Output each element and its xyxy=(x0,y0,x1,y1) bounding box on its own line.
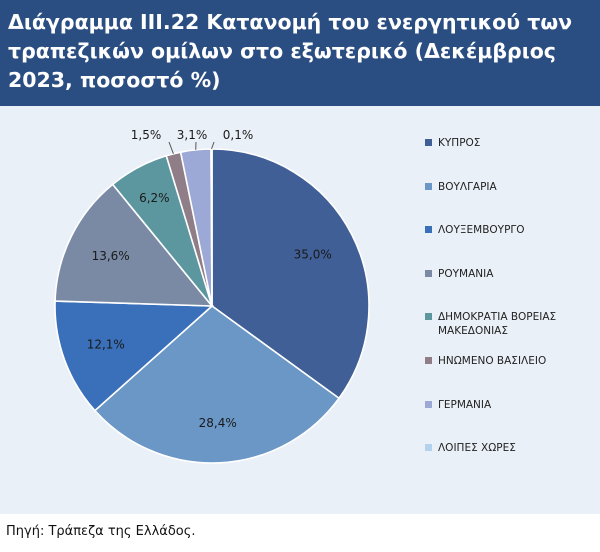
chart-title: Διάγραμμα III.22 Κατανομή του ενεργητικο… xyxy=(8,10,573,92)
legend-swatch xyxy=(425,183,432,190)
legend-swatch xyxy=(425,139,432,146)
legend-label: ΛΟΥΞΕΜΒΟΥΡΓΟ xyxy=(438,224,525,236)
legend-item-4: ΡΟΥΜΑΝΙΑ xyxy=(425,267,588,281)
legend-label: ΚΥΠΡΟΣ xyxy=(438,137,481,149)
pie-slice-4 xyxy=(54,183,214,307)
legend-item-5: ΔΗΜΟΚΡΑΤΙΑ ΒΟΡΕΙΑΣ ΜΑΚΕΔΟΝΙΑΣ xyxy=(425,310,588,338)
leader-line-8 xyxy=(211,141,215,150)
legend-item-1: ΚΥΠΡΟΣ xyxy=(425,136,588,150)
legend-swatch xyxy=(425,444,432,451)
data-label-6: 1,5% xyxy=(131,128,162,142)
data-label-1: 35,0% xyxy=(294,248,332,262)
data-label-4: 13,6% xyxy=(92,249,130,263)
legend-label: ΡΟΥΜΑΝΙΑ xyxy=(438,268,494,280)
chart-header: Διάγραμμα III.22 Κατανομή του ενεργητικο… xyxy=(0,0,600,106)
legend-swatch xyxy=(425,357,432,364)
legend-label: ΗΝΩΜΕΝΟ ΒΑΣΙΛΕΙΟ xyxy=(438,355,547,367)
data-label-8: 0,1% xyxy=(223,128,254,142)
pie-slice-8 xyxy=(210,148,213,307)
pie-slice-1 xyxy=(211,148,370,400)
legend-label: ΓΕΡΜΑΝΙΑ xyxy=(438,399,492,411)
legend-label: ΛΟΙΠΕΣ ΧΩΡΕΣ xyxy=(438,442,516,454)
legend-swatch xyxy=(425,270,432,277)
legend-item-6: ΗΝΩΜΕΝΟ ΒΑΣΙΛΕΙΟ xyxy=(425,354,588,368)
data-label-3: 12,1% xyxy=(87,338,125,352)
legend-label: ΔΗΜΟΚΡΑΤΙΑ ΒΟΡΕΙΑΣ ΜΑΚΕΔΟΝΙΑΣ xyxy=(438,311,557,337)
legend-item-7: ΓΕΡΜΑΝΙΑ xyxy=(425,398,588,412)
data-label-5: 6,2% xyxy=(139,191,170,205)
legend-label: ΒΟΥΛΓΑΡΙΑ xyxy=(438,181,497,193)
legend-swatch xyxy=(425,226,432,233)
data-label-2: 28,4% xyxy=(199,416,237,430)
leader-line-6 xyxy=(168,141,174,154)
legend-swatch xyxy=(425,313,432,320)
legend-item-3: ΛΟΥΞΕΜΒΟΥΡΓΟ xyxy=(425,223,588,237)
pie-slice-2 xyxy=(93,304,341,464)
legend-item-8: ΛΟΙΠΕΣ ΧΩΡΕΣ xyxy=(425,441,588,455)
legend-swatch xyxy=(425,401,432,408)
source-note: Πηγή: Τράπεζα της Ελλάδος. xyxy=(6,524,196,539)
legend-item-2: ΒΟΥΛΓΑΡΙΑ xyxy=(425,180,588,194)
pie-slice-3 xyxy=(54,300,215,412)
data-label-7: 3,1% xyxy=(177,128,208,142)
